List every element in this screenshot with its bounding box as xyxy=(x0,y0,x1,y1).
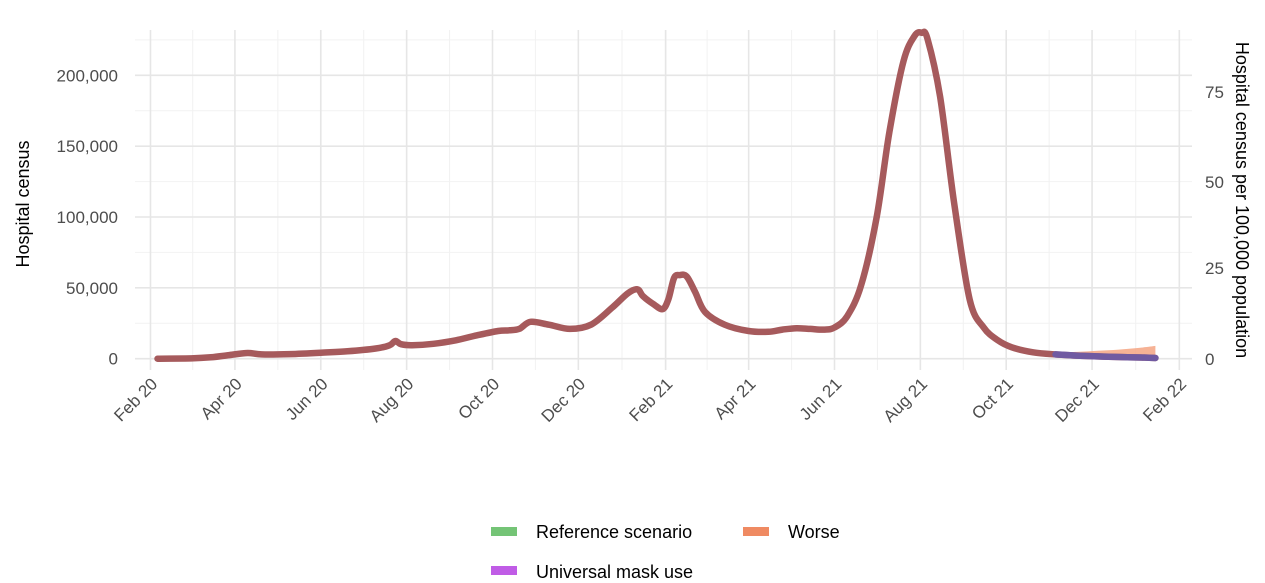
y-tick-label: 0 xyxy=(109,350,118,369)
legend-label-mask: Universal mask use xyxy=(536,562,693,582)
x-tick-label: Dec 20 xyxy=(538,374,590,426)
legend-key-worse xyxy=(743,527,769,536)
x-tick-label: Apr 21 xyxy=(711,374,760,423)
x-tick-label: Dec 21 xyxy=(1051,374,1103,426)
y-axis-title: Hospital census xyxy=(13,140,33,267)
legend-key-mask xyxy=(491,566,517,575)
x-tick-label: Feb 22 xyxy=(1139,374,1190,425)
x-tick-label: Oct 20 xyxy=(454,374,503,423)
y-tick-label: 50,000 xyxy=(66,279,118,298)
y-right-tick-label: 50 xyxy=(1205,173,1224,192)
y-right-tick-label: 0 xyxy=(1205,350,1214,369)
x-tick-label: Feb 20 xyxy=(110,374,161,425)
y-tick-label: 200,000 xyxy=(57,66,118,85)
mask-scenario-line xyxy=(1056,354,1156,358)
x-tick-label: Feb 21 xyxy=(626,374,677,425)
x-tick-label: Apr 20 xyxy=(197,374,246,423)
y-tick-label: 100,000 xyxy=(57,208,118,227)
y-right-tick-label: 75 xyxy=(1205,83,1224,102)
y-tick-label: 150,000 xyxy=(57,137,118,156)
x-tick-label: Jun 21 xyxy=(796,374,846,424)
y-axis-right-title: Hospital census per 100,000 population xyxy=(1232,42,1252,358)
legend: Reference scenario Worse Universal mask … xyxy=(491,522,840,582)
y-right-tick-label: 25 xyxy=(1205,259,1224,278)
x-tick-label: Aug 20 xyxy=(366,374,418,426)
x-tick-label: Jun 20 xyxy=(282,374,332,424)
legend-label-worse: Worse xyxy=(788,522,840,542)
x-tick-label: Aug 21 xyxy=(880,374,932,426)
grid-layer xyxy=(135,30,1192,370)
legend-key-reference xyxy=(491,527,517,536)
x-tick-label: Oct 21 xyxy=(968,374,1017,423)
legend-label-reference: Reference scenario xyxy=(536,522,692,542)
